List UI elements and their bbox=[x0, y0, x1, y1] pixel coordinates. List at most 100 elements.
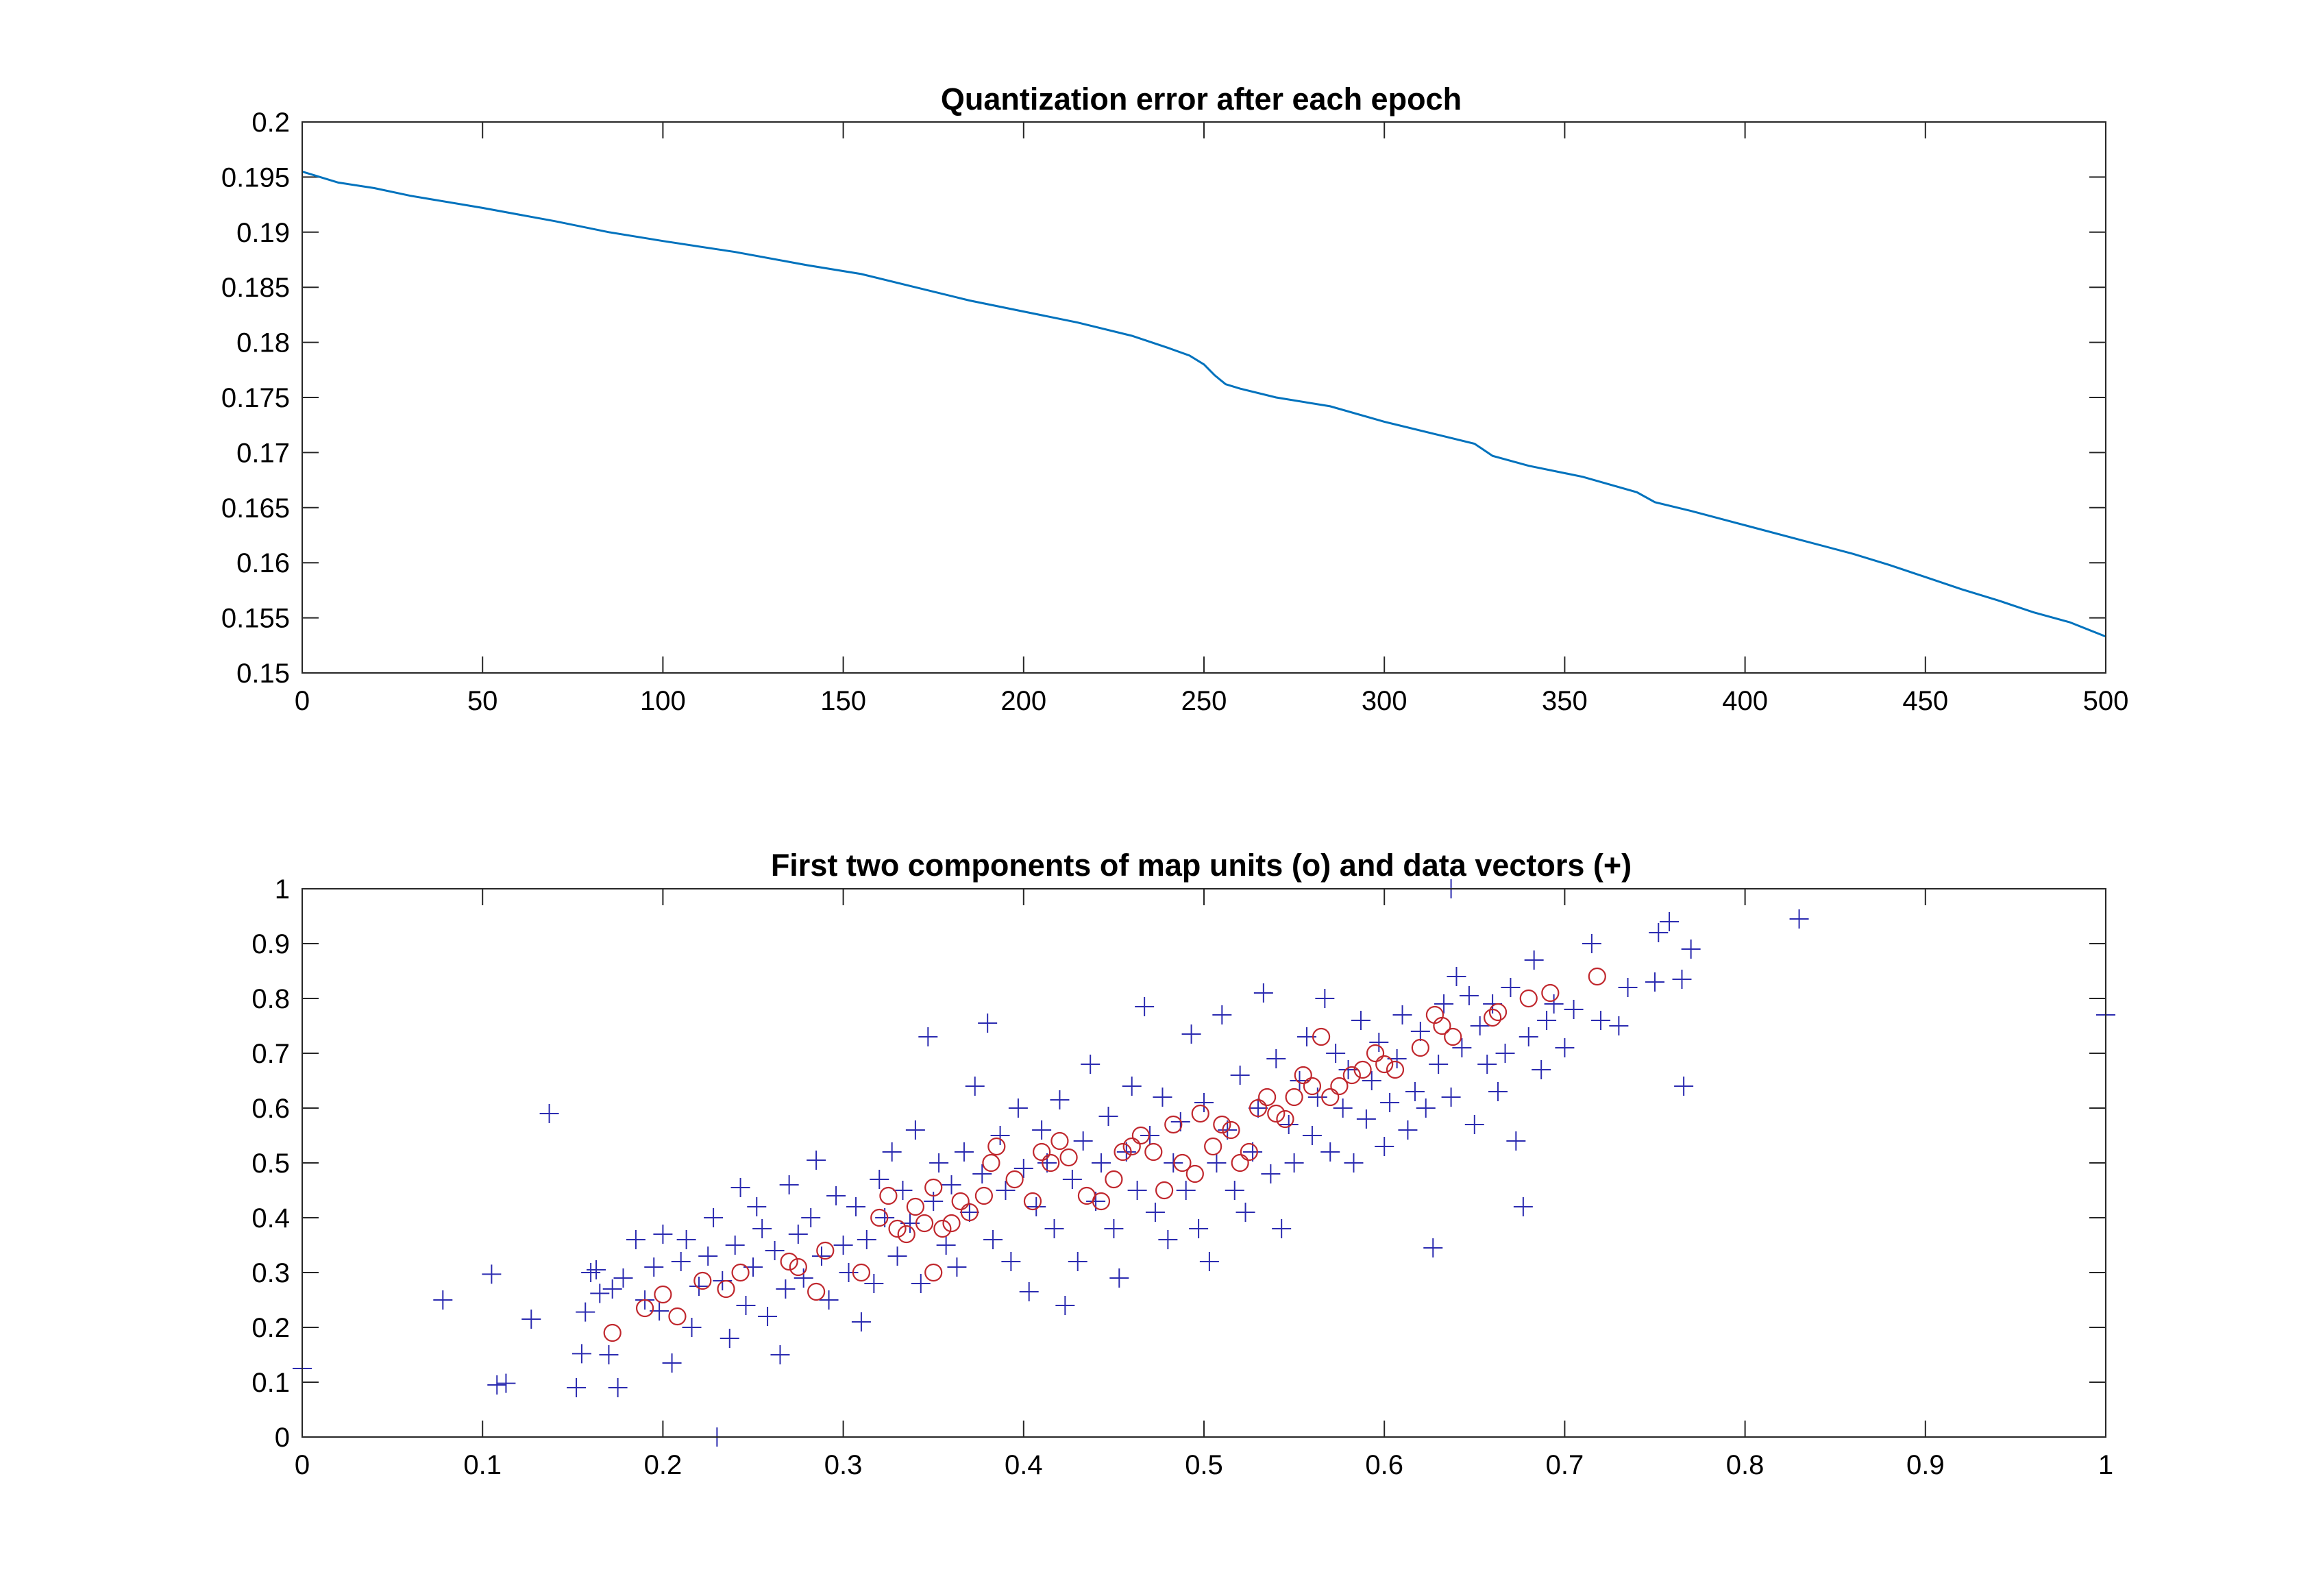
data-vector-marker bbox=[725, 1236, 745, 1255]
data-vector-marker bbox=[682, 1318, 702, 1337]
map-unit-marker bbox=[1059, 1148, 1078, 1167]
data-vector-marker bbox=[1307, 1088, 1327, 1107]
data-vector-marker bbox=[1044, 1219, 1064, 1238]
y-tick-label: 0.3 bbox=[251, 1258, 290, 1288]
data-vector-marker bbox=[1532, 1060, 1551, 1079]
data-vector-marker bbox=[608, 1378, 628, 1397]
map-unit-marker bbox=[789, 1257, 807, 1277]
data-vector-marker bbox=[1109, 1268, 1129, 1288]
data-vector-marker bbox=[1235, 1203, 1255, 1222]
map-unit-marker bbox=[1267, 1104, 1286, 1123]
data-vector-marker bbox=[1050, 1090, 1070, 1109]
data-vector-marker bbox=[794, 1268, 813, 1288]
x-tick-label: 1 bbox=[2098, 1450, 2113, 1480]
data-vector-marker bbox=[765, 1241, 785, 1260]
y-tick-label: 0.19 bbox=[236, 218, 290, 248]
data-vector-marker bbox=[846, 1197, 866, 1216]
x-tick-label: 350 bbox=[1542, 686, 1588, 716]
map-units-series bbox=[603, 967, 1606, 1342]
map-unit-marker bbox=[1222, 1120, 1240, 1140]
data-vector-marker bbox=[1434, 994, 1454, 1014]
map-unit-marker bbox=[1114, 1142, 1132, 1162]
map-unit-marker bbox=[906, 1197, 924, 1216]
chart-title: Quantization error after each epoch bbox=[941, 82, 1462, 116]
map-unit-marker bbox=[1342, 1066, 1361, 1085]
y-tick-label: 0.6 bbox=[251, 1094, 290, 1124]
data-vector-marker bbox=[918, 1027, 938, 1046]
data-vector-marker bbox=[1225, 1181, 1244, 1200]
y-tick-label: 0.155 bbox=[221, 604, 290, 634]
data-vector-marker bbox=[581, 1263, 601, 1282]
data-vector-marker bbox=[942, 1175, 961, 1194]
map-unit-marker bbox=[1050, 1131, 1069, 1151]
data-vector-marker bbox=[1519, 1027, 1538, 1046]
chart-title: First two components of map units (o) an… bbox=[771, 848, 1632, 883]
data-vector-marker bbox=[812, 1247, 832, 1266]
data-vector-marker bbox=[1091, 1153, 1111, 1173]
data-vector-marker bbox=[1524, 950, 1544, 970]
map-unit-marker bbox=[915, 1214, 934, 1233]
data-vector-marker bbox=[1351, 1011, 1370, 1030]
data-vector-marker bbox=[1513, 1197, 1533, 1216]
map-unit-marker bbox=[924, 1178, 943, 1197]
data-vector-marker bbox=[1243, 1142, 1263, 1162]
data-vector-marker bbox=[1055, 1296, 1075, 1315]
x-tick-label: 0.1 bbox=[463, 1450, 502, 1480]
data-vector-marker bbox=[1164, 1153, 1183, 1173]
data-vector-marker bbox=[571, 1344, 591, 1364]
data-vector-marker bbox=[924, 1192, 944, 1211]
data-vector-marker bbox=[1326, 1044, 1346, 1063]
y-tick-label: 0.9 bbox=[251, 929, 290, 959]
data-vector-marker bbox=[1001, 1252, 1021, 1271]
y-axis: 0 0.1 0.2 0.3 0.4 0.5 0.6 0.7 0.8 0.9 1 bbox=[251, 874, 2106, 1453]
map-unit-marker bbox=[1433, 1016, 1451, 1035]
data-vector-marker bbox=[1362, 1071, 1381, 1090]
data-vector-marker bbox=[1544, 994, 1564, 1014]
x-tick-label: 0.4 bbox=[1005, 1450, 1043, 1480]
x-tick-label: 150 bbox=[820, 686, 866, 716]
data-vector-marker bbox=[972, 1164, 992, 1183]
data-vector-marker bbox=[644, 1257, 664, 1277]
data-vector-marker bbox=[1398, 1120, 1418, 1140]
map-unit-marker bbox=[1042, 1153, 1060, 1173]
map-unit-marker bbox=[942, 1214, 961, 1233]
data-vector-marker bbox=[1441, 1088, 1461, 1107]
components-scatter-chart: First two components of map units (o) an… bbox=[251, 848, 2115, 1480]
map-unit-marker bbox=[731, 1263, 750, 1282]
map-unit-marker bbox=[1191, 1104, 1209, 1123]
y-tick-label: 0.4 bbox=[251, 1203, 290, 1233]
data-vector-marker bbox=[676, 1230, 696, 1249]
data-vector-marker bbox=[698, 1247, 718, 1266]
data-vector-marker bbox=[1199, 1252, 1219, 1271]
map-unit-marker bbox=[951, 1192, 970, 1211]
data-vector-marker bbox=[1068, 1252, 1087, 1271]
data-vector-marker bbox=[1344, 1153, 1364, 1173]
x-tick-label: 250 bbox=[1181, 686, 1227, 716]
data-vector-marker bbox=[911, 1274, 931, 1293]
map-unit-marker bbox=[1258, 1088, 1277, 1107]
x-tick-label: 400 bbox=[1722, 686, 1768, 716]
map-unit-marker bbox=[1204, 1137, 1222, 1156]
data-vector-marker bbox=[990, 1126, 1010, 1145]
data-vector-marker bbox=[1153, 1088, 1172, 1107]
x-tick-label: 0.9 bbox=[1906, 1450, 1945, 1480]
data-vector-marker bbox=[776, 1279, 796, 1299]
data-vector-marker bbox=[1369, 1033, 1389, 1052]
error-line-chart: Quantization error after each epoch 0 50 1… bbox=[221, 82, 2128, 716]
x-tick-label: 200 bbox=[1000, 686, 1046, 716]
map-unit-marker bbox=[1173, 1153, 1192, 1173]
data-vector-marker bbox=[1405, 1082, 1425, 1101]
y-tick-label: 0.8 bbox=[251, 984, 290, 1014]
map-unit-marker bbox=[933, 1219, 952, 1238]
map-unit-marker bbox=[807, 1282, 826, 1301]
data-vector-marker bbox=[1555, 1038, 1575, 1057]
data-vector-marker bbox=[1140, 1126, 1160, 1145]
data-vector-marker bbox=[1302, 1126, 1322, 1145]
data-vector-marker bbox=[1253, 983, 1273, 1003]
y-tick-label: 0.7 bbox=[251, 1039, 290, 1069]
data-vector-marker bbox=[929, 1153, 949, 1173]
data-vector-marker bbox=[1248, 1098, 1268, 1118]
data-vector-marker bbox=[1470, 1016, 1490, 1035]
y-tick-label: 0 bbox=[275, 1423, 290, 1453]
